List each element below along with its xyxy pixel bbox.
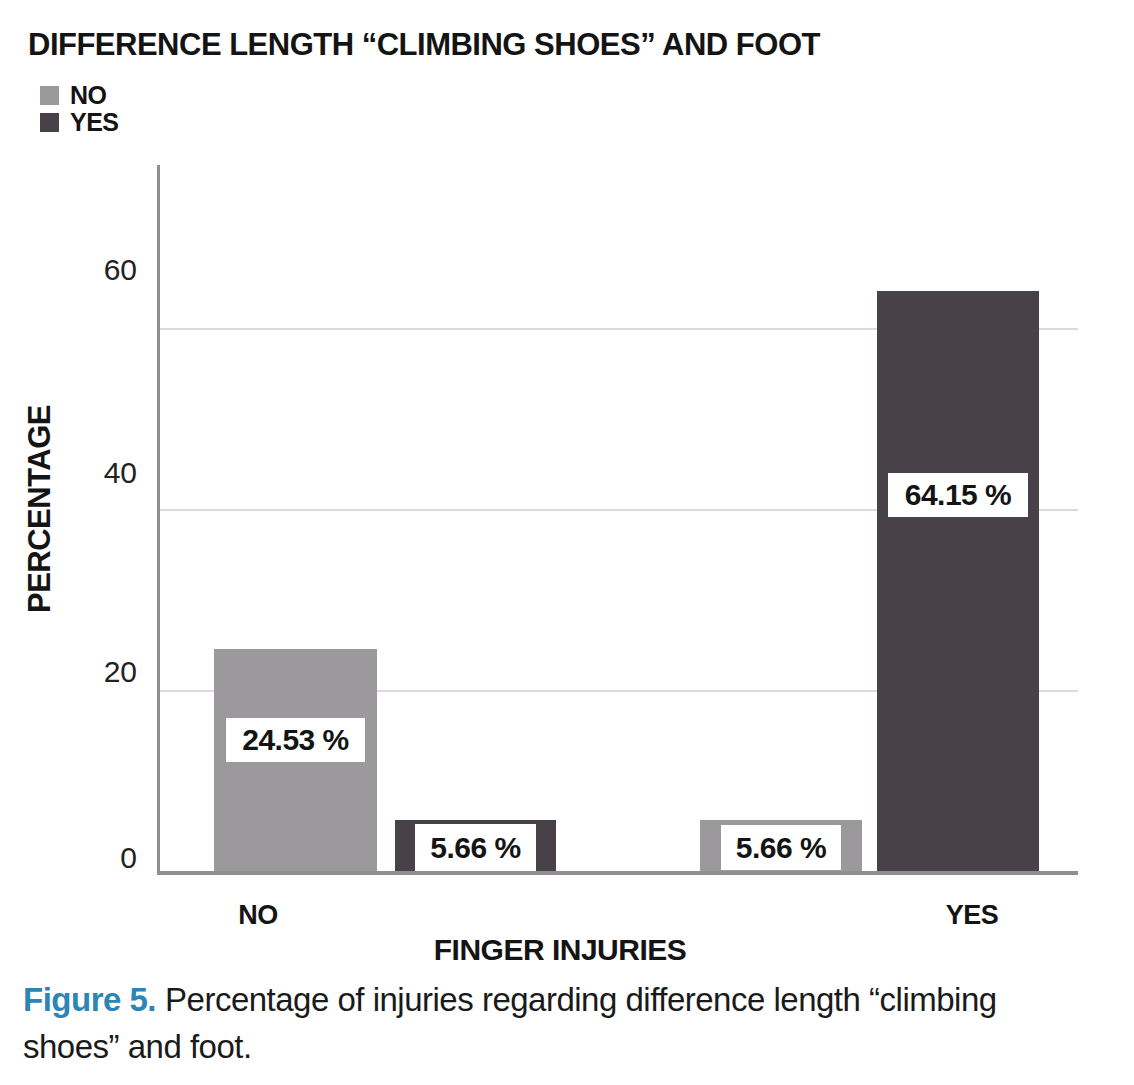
bar-value-label: 5.66 % xyxy=(721,825,841,870)
x-axis-line xyxy=(157,871,1078,875)
y-tick-label: 0 xyxy=(67,840,137,876)
legend-item-yes: YES xyxy=(40,112,119,132)
x-tick-label-no: NO xyxy=(178,898,338,932)
x-axis-title: FINGER INJURIES xyxy=(360,933,760,967)
legend-label: YES xyxy=(70,112,119,132)
figure-caption: Figure 5.Percentage of injuries regardin… xyxy=(23,976,1113,1070)
legend-swatch-no xyxy=(40,86,59,105)
chart-title: DIFFERENCE LENGTH “CLIMBING SHOES” AND F… xyxy=(28,27,820,63)
figure-caption-line2: shoes” and foot. xyxy=(23,1028,252,1065)
bar-value-label: 64.15 % xyxy=(888,473,1028,517)
legend-item-no: NO xyxy=(40,85,119,105)
x-tick-label-yes: YES xyxy=(892,898,1052,932)
figure-caption-line1: Percentage of injuries regarding differe… xyxy=(165,981,997,1018)
y-axis-line xyxy=(157,165,160,871)
legend-swatch-yes xyxy=(40,113,59,132)
bar-value-label: 24.53 % xyxy=(226,718,365,762)
figure-5-bar-chart: DIFFERENCE LENGTH “CLIMBING SHOES” AND F… xyxy=(0,0,1134,1085)
legend-label: NO xyxy=(70,85,107,105)
y-tick-label: 20 xyxy=(67,654,137,690)
bar-value-label: 5.66 % xyxy=(415,824,536,871)
figure-caption-label: Figure 5. xyxy=(23,981,156,1018)
y-tick-label: 40 xyxy=(67,455,137,491)
bar-yes-yes xyxy=(877,291,1039,871)
y-axis-title: PERCENTAGE xyxy=(22,405,58,613)
y-tick-label: 60 xyxy=(67,252,137,288)
legend: NO YES xyxy=(40,85,119,132)
